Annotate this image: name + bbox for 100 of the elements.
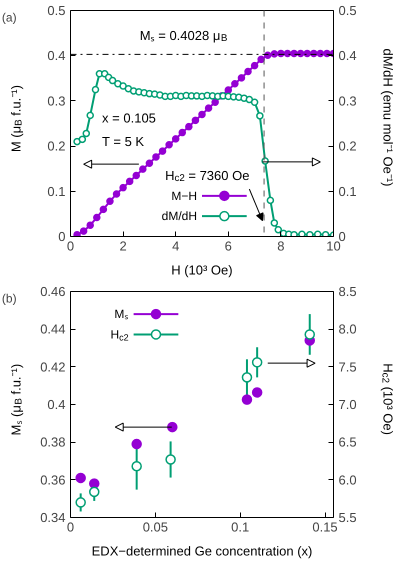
x-axis-title: H (10³ Oe)	[171, 262, 233, 278]
point	[172, 135, 180, 143]
y2-tick-label: 7.0	[338, 397, 357, 412]
annotation: x = 0.105	[102, 110, 156, 126]
x-tick-label: 4	[172, 238, 180, 254]
point	[146, 160, 154, 168]
point	[242, 394, 252, 405]
y-tick-label: 0.46	[40, 284, 66, 299]
y2-tick-label: 0.3	[338, 93, 357, 108]
y-tick-label: 0.42	[40, 359, 66, 374]
point	[252, 357, 262, 368]
point	[224, 86, 232, 94]
point	[86, 221, 94, 229]
x-axis-title: EDX−determined Ge concentration (x)	[92, 544, 312, 558]
point	[185, 122, 193, 130]
point	[75, 497, 86, 508]
point	[131, 461, 142, 472]
x-tick-label: 0.05	[142, 520, 168, 534]
point	[198, 110, 206, 118]
x-tick-label: 6	[224, 238, 232, 254]
point	[192, 116, 200, 124]
y2-tick-label: 0.2	[338, 138, 357, 154]
point	[274, 226, 282, 234]
point	[158, 147, 166, 155]
y-tick-label: 0.36	[40, 472, 66, 488]
point	[100, 206, 108, 214]
point	[303, 50, 311, 58]
point	[75, 472, 86, 484]
x-tick-label: 8	[277, 238, 285, 254]
point	[78, 136, 86, 144]
point	[250, 62, 258, 70]
legend-label: M−H	[171, 188, 198, 203]
point	[165, 454, 176, 465]
point	[246, 96, 254, 104]
y2-tick-label: 5.5	[338, 510, 357, 525]
point	[167, 422, 178, 432]
point	[106, 198, 114, 205]
y2-tick-label: 8.0	[338, 322, 357, 337]
point	[290, 230, 298, 236]
y-tick-label: 0.4	[47, 48, 66, 64]
x-tick-label: 2	[119, 238, 127, 254]
point	[204, 104, 212, 112]
x-tick-label: 0.15	[312, 520, 338, 534]
y2-tick-label: 7.5	[338, 359, 357, 374]
y-tick-label: 0.38	[40, 434, 66, 450]
point	[139, 165, 147, 173]
point	[290, 50, 298, 58]
y2-tick-label: 6.0	[338, 472, 357, 488]
point	[306, 230, 314, 236]
y-tick-label: 0.34	[40, 510, 66, 525]
point	[252, 387, 262, 398]
point	[132, 172, 140, 180]
point	[108, 76, 116, 84]
point	[250, 98, 258, 106]
point	[257, 56, 265, 64]
point	[93, 214, 101, 222]
y2-tick-label: 0.4	[338, 48, 357, 64]
x-tick-label: 10	[326, 238, 341, 254]
point	[165, 141, 173, 148]
point	[244, 68, 252, 76]
point	[322, 230, 330, 236]
point	[92, 86, 100, 94]
point	[80, 227, 88, 235]
annotation: T = 5 K	[102, 134, 144, 150]
point	[284, 50, 292, 58]
point	[152, 153, 160, 161]
point	[270, 50, 278, 58]
y2-axis-title: dM/dH (emu mol⁻¹ Oe⁻¹)	[380, 48, 396, 186]
point	[89, 486, 100, 498]
point	[231, 80, 239, 88]
y2-tick-label: 8.5	[338, 284, 357, 299]
point	[89, 478, 100, 489]
y-tick-label: 0.3	[47, 93, 66, 108]
point	[112, 190, 120, 198]
y-tick-label: 0.2	[47, 138, 66, 154]
y-axis-title: Mₛ (μB f.u.⁻¹)	[8, 364, 25, 436]
point	[124, 84, 132, 92]
y-tick-label: 0.5	[47, 3, 66, 18]
y-tick-label: 0	[58, 229, 66, 244]
chart-title: (b)	[2, 291, 17, 306]
point	[114, 80, 122, 88]
y-tick-label: 0.44	[40, 322, 66, 337]
point	[178, 128, 186, 136]
point	[73, 230, 81, 236]
y-tick-label: 0.4	[47, 397, 66, 412]
point	[298, 230, 306, 236]
y2-tick-label: 6.5	[338, 434, 357, 450]
x-tick-label: 0.1	[231, 520, 250, 534]
point	[211, 98, 219, 106]
y-axis-title: M (μB f.u.⁻¹)	[8, 85, 25, 152]
point	[266, 196, 274, 204]
y2-tick-label: 0.1	[338, 184, 357, 199]
y2-tick-label: 0	[338, 229, 346, 244]
point	[256, 112, 264, 120]
point	[270, 219, 278, 227]
y2-tick-label: 0.5	[338, 3, 357, 18]
legend-label: dM/dH	[162, 209, 198, 224]
point	[242, 372, 252, 383]
point	[131, 438, 142, 450]
point	[86, 112, 94, 120]
